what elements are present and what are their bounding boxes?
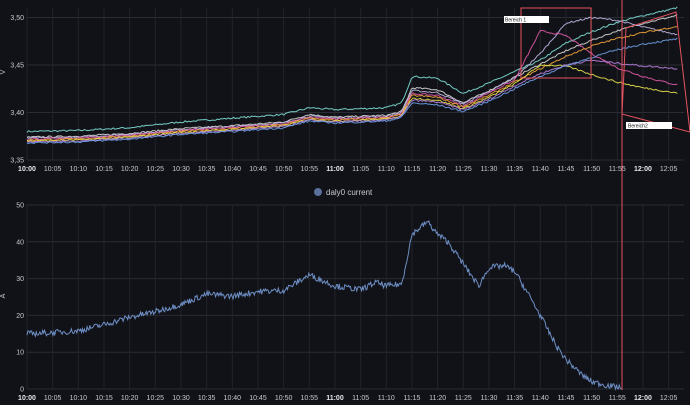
x-tick-label: 11:45	[557, 395, 574, 402]
x-tick-label: 12:05	[660, 166, 678, 173]
x-tick-label: 10:55	[301, 395, 319, 402]
x-tick-label: 10:00	[18, 395, 36, 402]
y-tick-label: 3,50	[10, 15, 24, 22]
voltage-series-line	[26, 37, 678, 145]
x-tick-label: 10:10	[70, 395, 88, 402]
x-tick-label: 10:50	[275, 166, 293, 173]
legend-swatch	[314, 188, 322, 196]
x-tick-label: 11:25	[455, 166, 472, 173]
x-tick-label: 11:00	[326, 395, 344, 402]
x-tick-label: 10:35	[198, 395, 216, 402]
region-2-label-bg	[626, 122, 672, 129]
voltage-y-ticks: 3,35 3,40 3,45 3,50	[10, 15, 24, 165]
y-tick-label: 3,40	[10, 110, 24, 117]
current-y-ticks: 0 10 20 30 40 50	[16, 203, 24, 394]
x-tick-label: 10:20	[121, 166, 139, 173]
x-tick-label: 10:35	[198, 166, 216, 173]
y-tick-label: 3,45	[10, 63, 24, 70]
x-tick-label: 11:35	[506, 395, 523, 402]
voltage-series-line	[26, 6, 678, 133]
x-tick-label: 10:15	[95, 395, 113, 402]
voltage-series-line	[26, 59, 678, 143]
x-tick-label: 11:55	[609, 166, 626, 173]
x-tick-label: 10:45	[249, 395, 267, 402]
x-tick-label: 10:40	[224, 166, 242, 173]
x-tick-label: 10:10	[70, 166, 88, 173]
y-tick-label: 10	[16, 350, 24, 357]
voltage-axis-label: V	[0, 69, 7, 74]
x-tick-label: 11:50	[583, 166, 600, 173]
x-tick-label: 11:20	[429, 395, 446, 402]
x-tick-label: 11:40	[532, 395, 549, 402]
y-tick-label: 3,35	[10, 158, 24, 165]
x-tick-label: 11:30	[480, 395, 497, 402]
x-tick-label: 11:45	[557, 166, 574, 173]
voltage-series-line	[27, 29, 678, 141]
x-tick-label: 11:15	[403, 166, 420, 173]
x-tick-label: 11:05	[352, 395, 369, 402]
current-legend[interactable]: daly0 current	[314, 188, 373, 197]
y-tick-label: 0	[20, 387, 24, 394]
x-tick-label: 12:05	[660, 395, 678, 402]
y-tick-label: 20	[16, 313, 24, 320]
x-tick-label: 10:05	[44, 166, 62, 173]
x-tick-label: 12:00	[634, 395, 652, 402]
x-tick-label: 10:25	[147, 395, 165, 402]
x-tick-label: 10:40	[224, 395, 242, 402]
voltage-series-line	[26, 13, 678, 139]
voltage-series-group	[26, 6, 678, 145]
x-tick-label: 10:15	[95, 166, 113, 173]
region-2-shape	[621, 11, 690, 133]
voltage-grid	[26, 8, 684, 161]
x-tick-label: 10:30	[172, 395, 190, 402]
x-tick-label: 11:50	[583, 395, 600, 402]
x-tick-label: 11:40	[532, 166, 549, 173]
voltage-series-line	[26, 26, 678, 142]
current-axis-label: A	[0, 293, 7, 298]
current-series-line	[26, 220, 622, 391]
x-tick-label: 11:25	[455, 395, 472, 402]
x-tick-label: 10:00	[18, 166, 36, 173]
x-tick-label: 12:00	[634, 166, 652, 173]
x-tick-label: 10:05	[44, 395, 62, 402]
region-1-box	[520, 7, 592, 79]
y-tick-label: 50	[16, 203, 24, 210]
current-grid	[26, 204, 684, 390]
current-series-group	[26, 220, 622, 391]
x-tick-label: 11:10	[378, 395, 395, 402]
legend-label: daly0 current	[326, 188, 373, 197]
region-2-label: Bereich2	[628, 124, 648, 130]
x-tick-label: 10:45	[249, 166, 267, 173]
x-tick-label: 11:55	[609, 395, 626, 402]
x-tick-label: 11:35	[506, 166, 523, 173]
x-tick-label: 11:30	[480, 166, 497, 173]
region-1-label: Bereich 1	[505, 18, 526, 24]
x-tick-label: 10:55	[301, 166, 319, 173]
y-tick-label: 40	[16, 239, 24, 246]
y-tick-label: 30	[16, 276, 24, 283]
voltage-x-ticks: 10:00 10:05 10:10 10:15 10:20 10:25 10:30 10:35…	[18, 166, 677, 173]
x-tick-label: 10:50	[275, 395, 293, 402]
x-tick-label: 11:00	[326, 166, 344, 173]
x-tick-label: 11:20	[429, 166, 446, 173]
x-tick-label: 11:05	[352, 166, 369, 173]
voltage-series-line	[26, 64, 678, 142]
region-1-label-bg	[504, 16, 549, 23]
x-tick-label: 11:10	[378, 166, 395, 173]
x-tick-label: 10:25	[147, 166, 165, 173]
x-tick-label: 11:15	[403, 395, 420, 402]
x-tick-label: 10:30	[172, 166, 190, 173]
x-tick-label: 10:20	[121, 395, 139, 402]
current-x-ticks: 10:00 10:05 10:10 10:15 10:20 10:25 10:30 10:35…	[18, 395, 677, 402]
